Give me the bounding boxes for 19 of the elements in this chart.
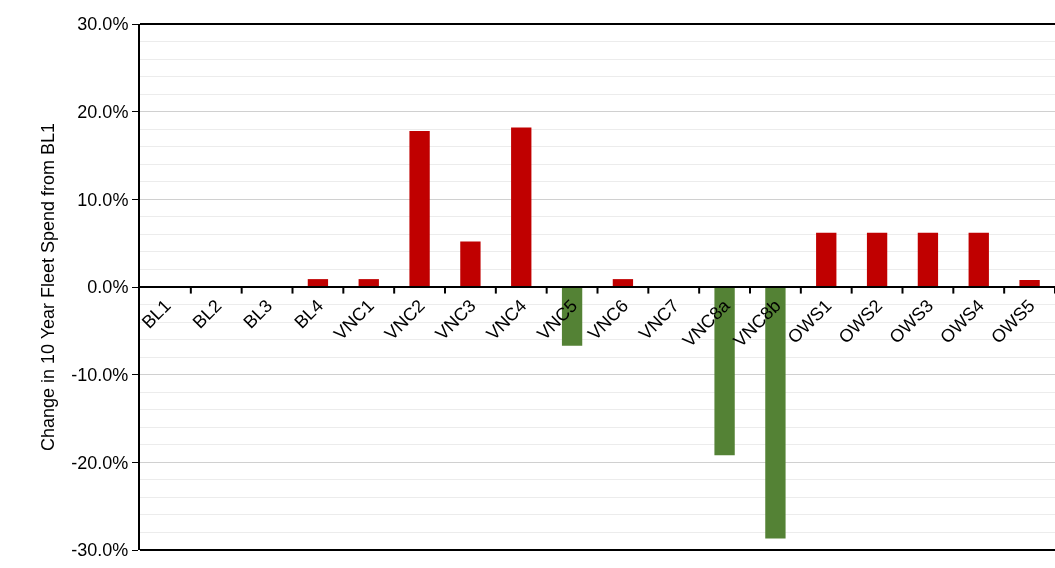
x-tick-label: BL3 xyxy=(239,295,277,333)
bar xyxy=(409,130,430,287)
y-tick-label: -30.0% xyxy=(71,540,129,561)
y-tick-label: 30.0% xyxy=(77,14,129,35)
y-tick-label: 10.0% xyxy=(77,189,129,210)
bar xyxy=(460,241,481,287)
y-axis-title: Change in 10 Year Fleet Spend from BL1 xyxy=(38,122,59,452)
y-tick-label: 0.0% xyxy=(87,277,129,298)
y-tick-label: -20.0% xyxy=(71,452,129,473)
y-tick-label: -10.0% xyxy=(71,364,129,385)
x-tick-label: BL1 xyxy=(137,295,175,333)
y-tick-label: 20.0% xyxy=(77,101,129,122)
bar xyxy=(511,127,532,287)
bar xyxy=(968,232,989,287)
bar xyxy=(917,232,939,287)
x-tick-label: BL2 xyxy=(188,295,226,333)
x-tick-label: BL4 xyxy=(290,295,328,333)
bar xyxy=(816,232,837,287)
bar xyxy=(866,232,888,287)
